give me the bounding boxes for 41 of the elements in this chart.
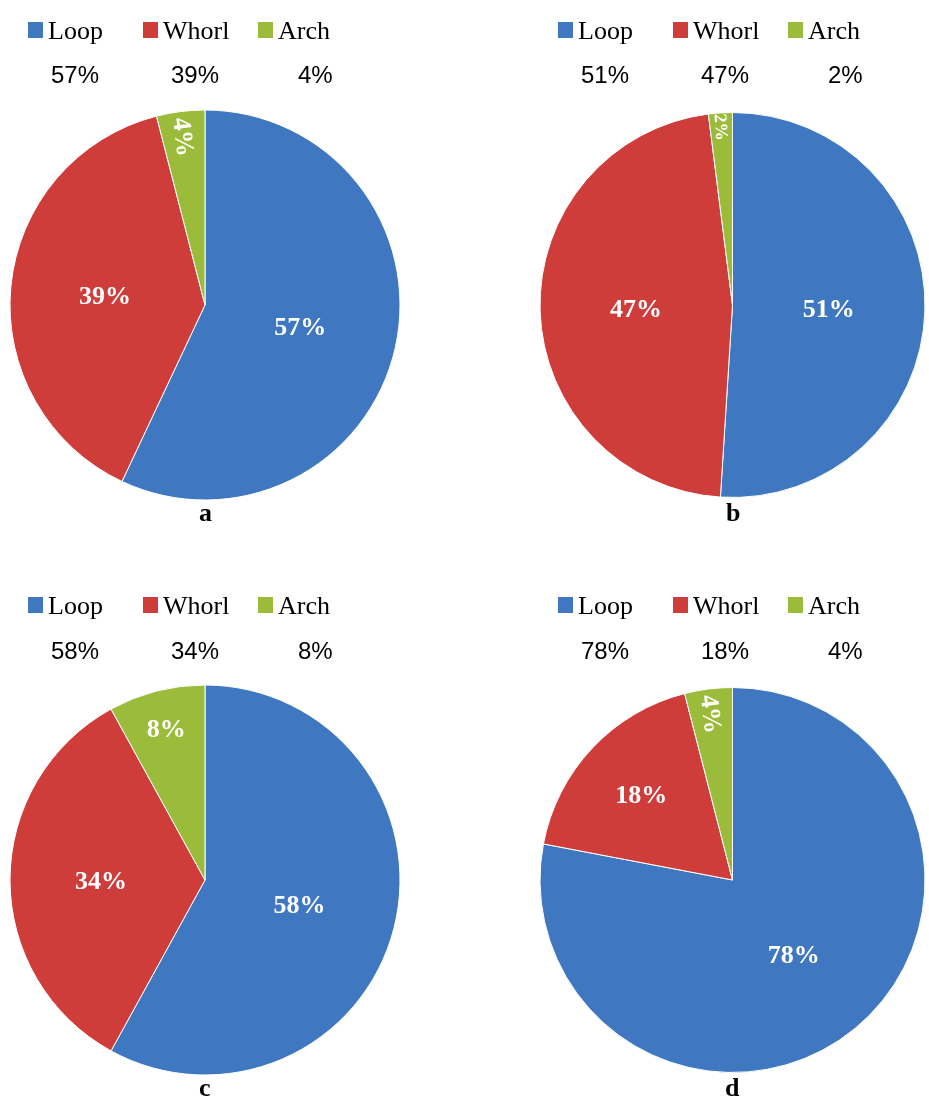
legend-label: Whorl xyxy=(693,591,760,620)
legend-label: Loop xyxy=(578,16,633,45)
data-label: 18% xyxy=(615,779,668,809)
text: 8% xyxy=(298,637,333,664)
text: 78% xyxy=(581,637,630,664)
text: 4% xyxy=(828,637,863,664)
data-label: 47% xyxy=(610,293,663,323)
data-label: 8% xyxy=(146,714,186,744)
text: 18% xyxy=(701,637,750,664)
legend-label: Arch xyxy=(278,591,330,620)
data-label: 4% xyxy=(694,692,729,736)
data-label: 78% xyxy=(767,939,820,969)
legend-label: Arch xyxy=(278,16,330,45)
text: b xyxy=(726,498,741,527)
legend-label: Whorl xyxy=(163,16,230,45)
legend-label: Loop xyxy=(48,16,103,45)
data-label: 58% xyxy=(273,889,326,919)
legend-label: Whorl xyxy=(693,16,760,45)
text: 57% xyxy=(51,61,100,88)
text: a xyxy=(199,498,212,527)
data-label: 34% xyxy=(75,865,128,895)
text: 2% xyxy=(828,61,863,88)
pie-slice xyxy=(539,687,926,1073)
text: 39% xyxy=(171,61,220,88)
data-label: 4% xyxy=(166,115,201,158)
text: 51% xyxy=(581,61,630,88)
data-label: 57% xyxy=(274,311,327,341)
text: 4% xyxy=(298,61,333,88)
legend-label: Whorl xyxy=(163,591,230,620)
data-label: 39% xyxy=(78,281,131,311)
legend-label: Loop xyxy=(578,591,633,620)
text: 47% xyxy=(701,61,750,88)
text: d xyxy=(725,1073,740,1102)
text: 58% xyxy=(51,637,100,664)
legend-label: Loop xyxy=(48,591,103,620)
text: 34% xyxy=(171,637,220,664)
data-label: 2% xyxy=(710,112,733,142)
legend-label: Arch xyxy=(808,591,860,620)
legend-label: Arch xyxy=(808,16,860,45)
data-label: 51% xyxy=(802,293,855,323)
text: c xyxy=(199,1073,211,1102)
